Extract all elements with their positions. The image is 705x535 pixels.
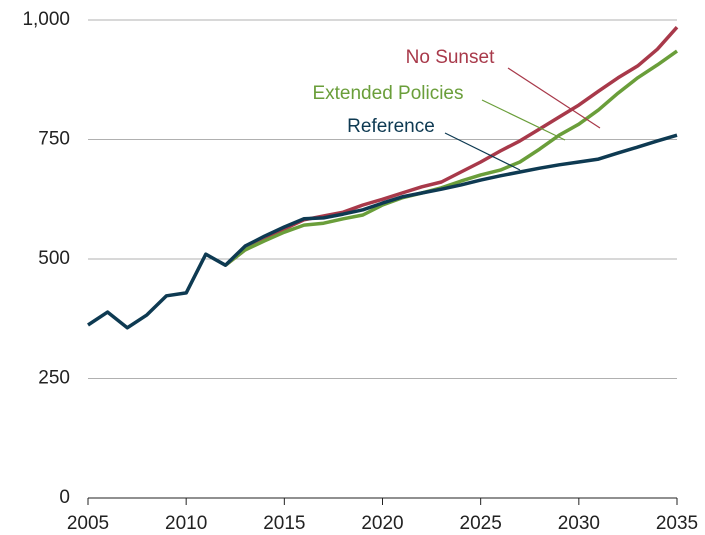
- series-label: No Sunset: [406, 47, 495, 68]
- x-tick-label: 2030: [558, 513, 600, 534]
- label-leader: [444, 132, 521, 171]
- y-tick-label: 250: [38, 368, 70, 389]
- x-tick-label: 2035: [656, 513, 698, 534]
- label-leader: [507, 67, 601, 129]
- y-tick-label: 0: [59, 487, 70, 508]
- series-label: Reference: [347, 116, 435, 137]
- x-tick-label: 2010: [165, 513, 207, 534]
- series-line: [87, 133, 678, 330]
- x-tick-label: 2020: [361, 513, 403, 534]
- series-label: Extended Policies: [312, 83, 463, 104]
- series-line: [224, 49, 679, 267]
- y-tick-label: 750: [38, 129, 70, 150]
- x-tick-label: 2005: [67, 513, 109, 534]
- x-tick-label: 2015: [263, 513, 305, 534]
- y-tick-label: 500: [38, 248, 70, 269]
- label-leader: [481, 99, 566, 141]
- y-tick-label: 1,000: [22, 9, 70, 30]
- x-tick-label: 2025: [460, 513, 502, 534]
